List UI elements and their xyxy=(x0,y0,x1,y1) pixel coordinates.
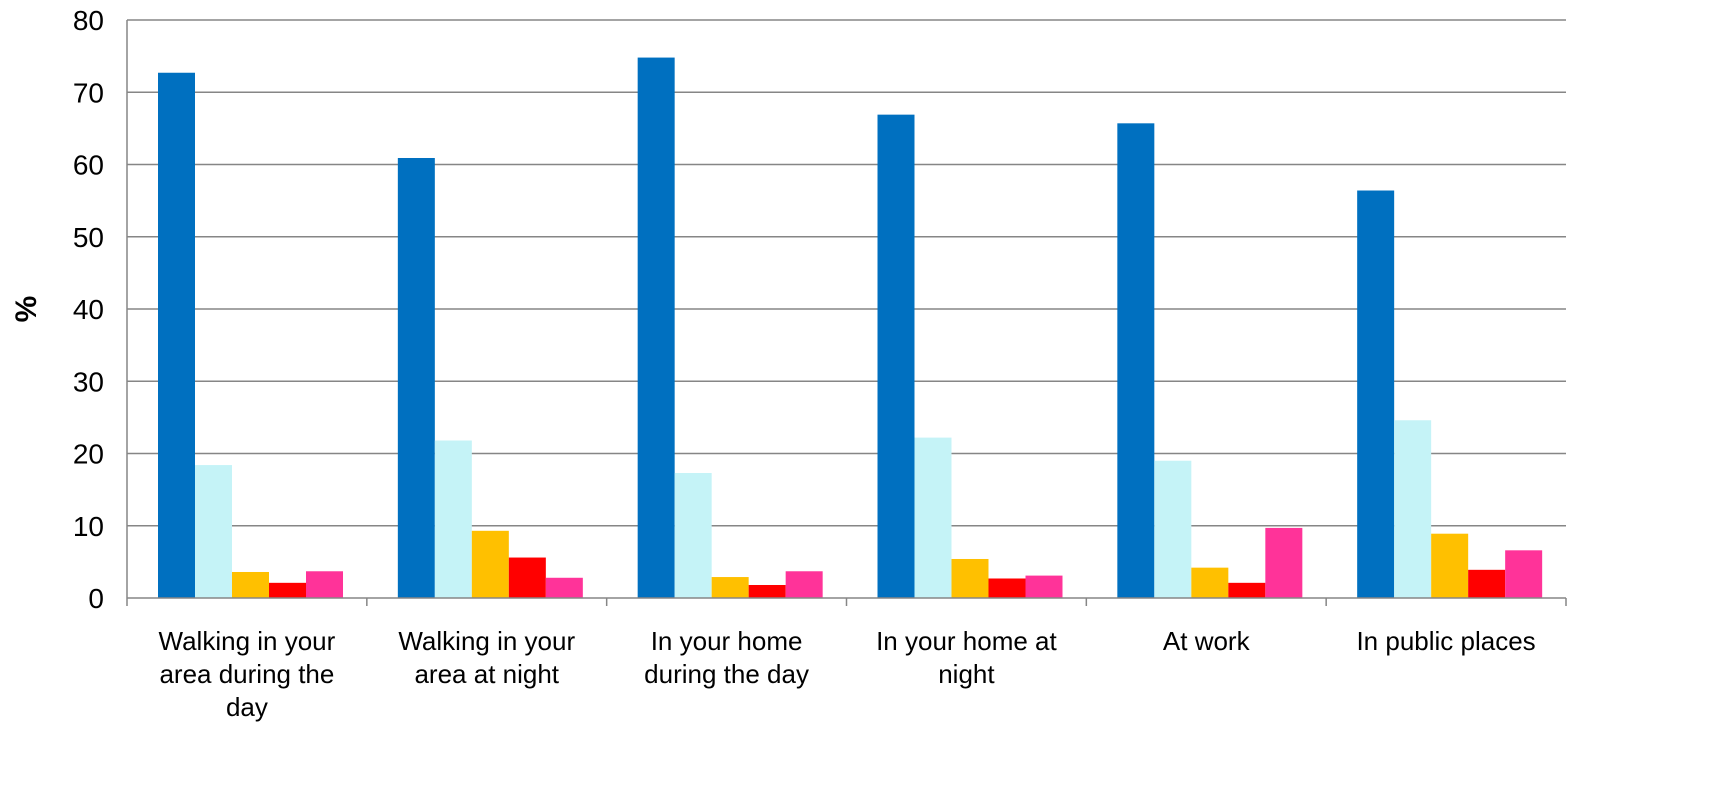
category-label-line: At work xyxy=(1163,626,1251,656)
category-label-line: area at night xyxy=(414,659,559,689)
category-label-line: during the day xyxy=(644,659,809,689)
bar-series3-cat5 xyxy=(1191,567,1229,598)
bar-series4-cat5 xyxy=(1228,582,1266,598)
bar-series5-cat5 xyxy=(1265,527,1303,598)
bar-series4-cat1 xyxy=(269,582,306,598)
bar-series4-cat6 xyxy=(1468,569,1506,598)
bar-series5-cat1 xyxy=(306,571,343,598)
bar-series1-cat6 xyxy=(1357,190,1395,598)
bar-series1-cat1 xyxy=(158,72,195,599)
category-label: In your home during the day xyxy=(644,626,809,689)
category-labels: Walking in your area during the dayWalking… xyxy=(159,626,1536,722)
bar-series2-cat5 xyxy=(1154,460,1192,598)
bar-series2-cat4 xyxy=(914,437,952,598)
y-tick-label: 10 xyxy=(73,511,104,542)
y-tick-label: 80 xyxy=(73,5,104,36)
bar-series3-cat1 xyxy=(232,571,269,598)
category-label: Walking in your area at night xyxy=(398,626,575,689)
bar-series5-cat4 xyxy=(1025,575,1063,598)
category-label: At work xyxy=(1163,626,1251,656)
category-label: Walking in your area during the day xyxy=(159,626,336,722)
bar-series2-cat2 xyxy=(434,440,472,598)
bar-series3-cat4 xyxy=(951,558,989,598)
category-label-line: day xyxy=(226,692,268,722)
y-tick-label: 50 xyxy=(73,222,104,253)
category-label-line: In your home xyxy=(651,626,803,656)
bar-series1-cat4 xyxy=(877,114,915,599)
y-axis-title: % xyxy=(10,296,43,323)
y-tick-label: 20 xyxy=(73,439,104,470)
y-tick-label: 30 xyxy=(73,366,104,397)
category-label-line: Walking in your xyxy=(159,626,336,656)
y-tick-label: 40 xyxy=(73,294,104,325)
bar-series3-cat6 xyxy=(1431,533,1469,598)
bar-series1-cat2 xyxy=(397,157,435,598)
bar-series2-cat1 xyxy=(195,465,232,598)
bar-series3-cat2 xyxy=(471,530,509,598)
bar-series4-cat4 xyxy=(988,578,1026,598)
category-label-line: In your home at xyxy=(876,626,1057,656)
x-axis xyxy=(126,20,1567,606)
bar-series2-cat3 xyxy=(674,473,712,598)
category-label-line: Walking in your xyxy=(398,626,575,656)
y-tick-label: 0 xyxy=(88,583,104,614)
gridlines xyxy=(127,19,1566,527)
bar-series2-cat6 xyxy=(1394,420,1432,598)
y-tick-label: 60 xyxy=(73,150,104,181)
bar-series4-cat2 xyxy=(508,557,546,598)
bar-series3-cat3 xyxy=(711,577,749,598)
bar-series1-cat5 xyxy=(1117,123,1155,598)
bar-series1-cat3 xyxy=(637,57,675,598)
bar-series4-cat3 xyxy=(748,584,786,598)
category-label-line: night xyxy=(938,659,995,689)
category-label: In your home at night xyxy=(876,626,1057,689)
bars xyxy=(158,57,1543,599)
category-label-line: In public places xyxy=(1356,626,1535,656)
bar-series5-cat2 xyxy=(545,577,583,598)
category-label: In public places xyxy=(1356,626,1535,656)
bar-series5-cat3 xyxy=(785,571,823,598)
y-axis-tick-labels: 0 10 20 30 40 50 60 70 80 xyxy=(73,5,104,614)
category-label-line: area during the xyxy=(159,659,334,689)
y-tick-label: 70 xyxy=(73,77,104,108)
bar-series5-cat6 xyxy=(1505,550,1543,598)
